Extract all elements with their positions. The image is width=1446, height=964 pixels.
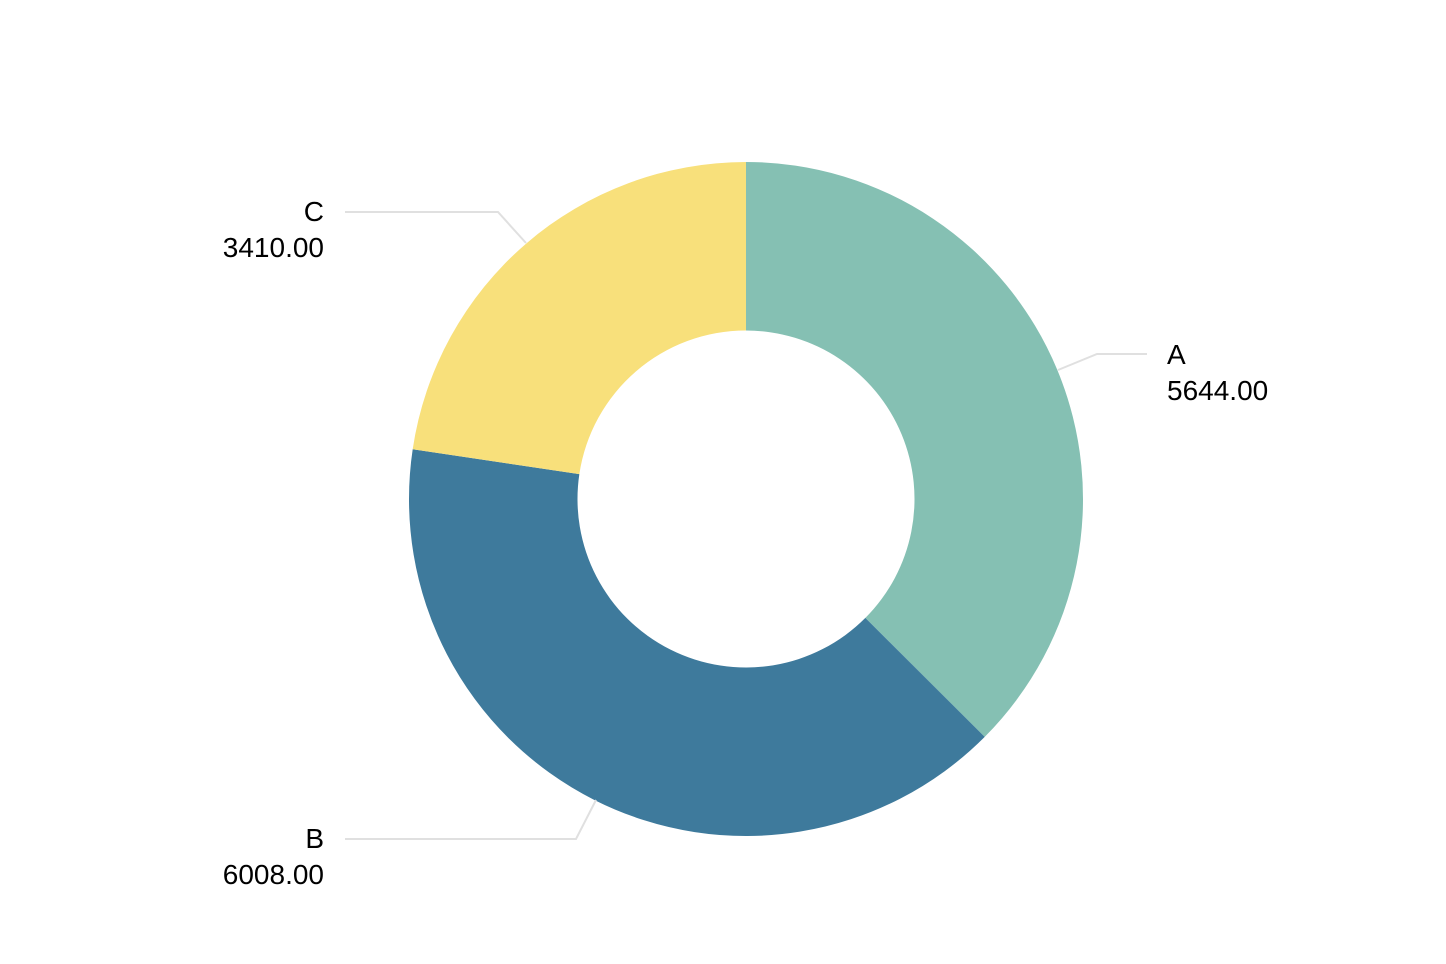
leader-line-b <box>345 799 597 840</box>
slice-a <box>746 162 1084 737</box>
slice-label-c: C 3410.00 <box>223 194 324 266</box>
donut-slices <box>409 162 1084 837</box>
slice-label-c-value: 3410.00 <box>222 232 324 263</box>
leader-lines <box>345 211 1147 840</box>
leader-line-c <box>345 211 527 244</box>
slice-b <box>409 449 985 837</box>
slice-label-b-value: 6008.00 <box>222 859 324 890</box>
slice-label-c-name: C <box>303 196 324 227</box>
slice-label-b-name: B <box>305 823 324 854</box>
slice-c <box>412 162 746 475</box>
slice-label-a-name: A <box>1167 339 1186 370</box>
slice-label-a: A 5644.00 <box>1167 337 1268 409</box>
leader-line-a <box>1057 353 1147 371</box>
slice-label-b: B 6008.00 <box>223 821 324 893</box>
slice-label-a-value: 5644.00 <box>1167 375 1269 406</box>
